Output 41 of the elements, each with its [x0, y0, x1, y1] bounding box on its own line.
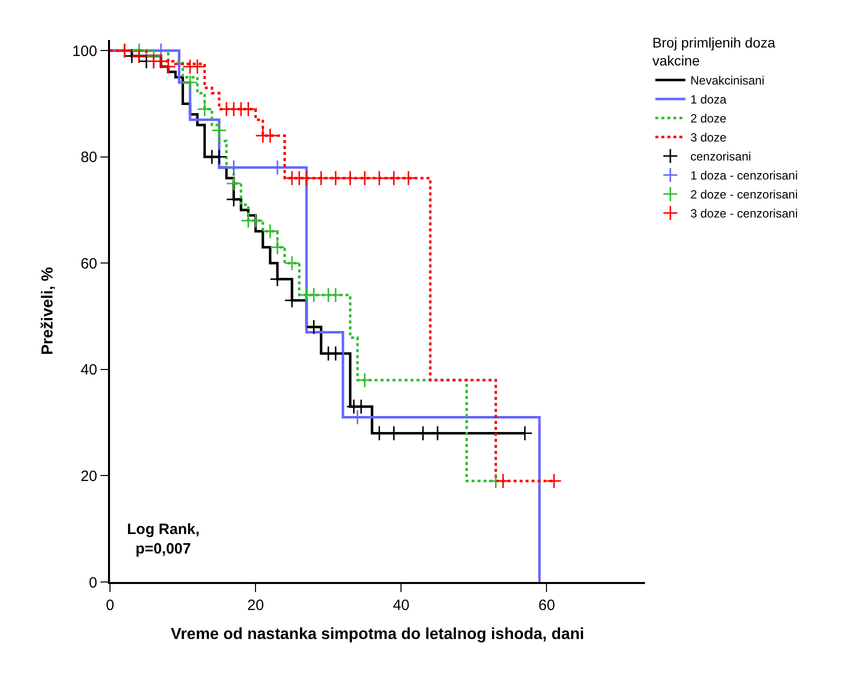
y-tick-label: 80: [80, 149, 98, 166]
x-tick-label: 40: [392, 596, 410, 614]
point: [240, 101, 256, 117]
point: [248, 212, 264, 228]
point: [182, 74, 198, 90]
legend-label: 3 doze - cenzorisani: [690, 206, 798, 221]
point: [226, 176, 242, 192]
point: [546, 473, 562, 489]
point: [196, 101, 212, 117]
x-tick-label: 20: [247, 596, 264, 614]
y-axis-title: Preživeli, %: [40, 266, 57, 356]
x-axis-title: Vreme od nastanka simpotma do letalnog ishoda, dani: [170, 626, 584, 643]
legend-title: Broj primljenih doza vakcine: [652, 34, 776, 69]
point: [400, 170, 416, 186]
point: [306, 287, 322, 303]
point: [211, 122, 227, 138]
legend-label: Nevakcinisani: [690, 74, 764, 88]
x-tick-label: 0: [106, 596, 114, 614]
y-tick-label: 20: [80, 468, 98, 485]
point: [262, 224, 278, 240]
point: [357, 170, 373, 186]
point: [190, 58, 206, 74]
y-tick-label: 0: [88, 574, 98, 592]
y-tick-label: 40: [80, 362, 98, 379]
legend-label: 3 doze: [690, 130, 727, 145]
legend-label: cenzorisani: [690, 150, 752, 164]
point: [262, 128, 278, 144]
legend-label: 1 doza - cenzorisani: [690, 168, 798, 183]
legend-label: 1 doza: [690, 92, 727, 107]
point: [270, 239, 286, 255]
x-tick-label: 60: [538, 596, 556, 614]
legend-label: 2 doze: [690, 112, 727, 126]
y-tick-label: 100: [72, 42, 98, 60]
point: [386, 170, 402, 186]
point: [298, 170, 314, 186]
point: [328, 170, 344, 186]
point: [313, 170, 329, 186]
y-tick-label: 60: [80, 255, 98, 272]
legend-label: 2 doze - cenzorisani: [690, 188, 798, 202]
point: [284, 255, 300, 271]
annotation: Log Rank, p=0,007: [127, 521, 200, 558]
